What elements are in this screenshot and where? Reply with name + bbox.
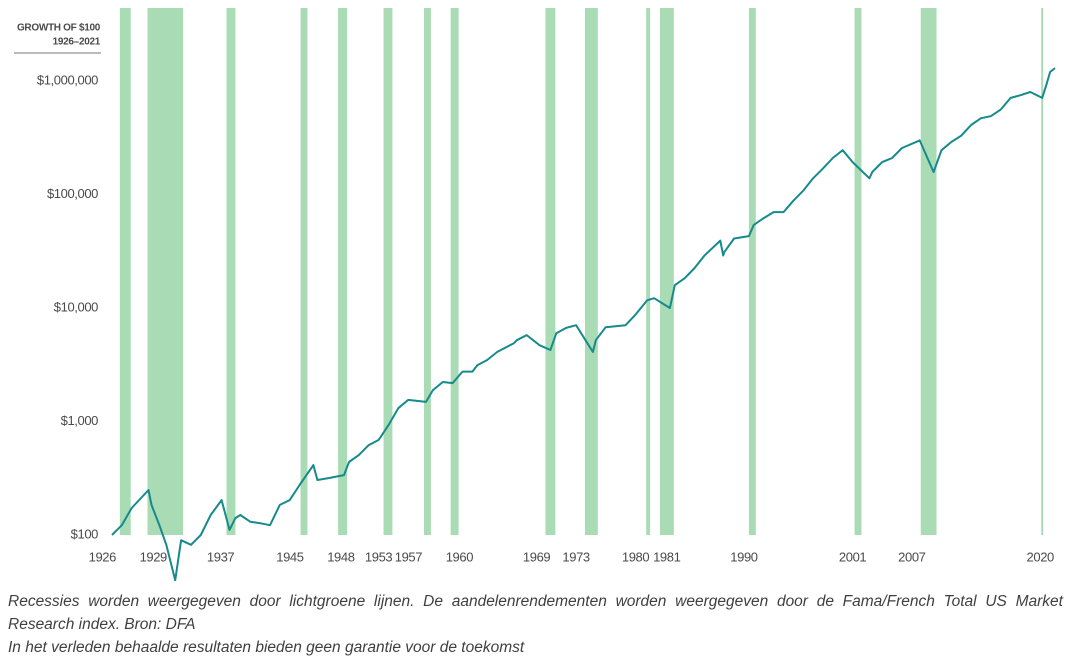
x-tick-label: 1960 (446, 549, 473, 564)
x-tick-label: 1969 (523, 549, 550, 564)
recession-band (119, 8, 131, 535)
caption: Recessies worden weergegeven door lichtg… (8, 593, 1063, 633)
recession-band (545, 8, 556, 535)
recession-band (584, 8, 598, 535)
x-tick-label: 1926 (89, 549, 116, 564)
recession-band (338, 8, 347, 535)
footnotes: Recessies worden weergegeven door lichtg… (8, 590, 1063, 659)
y-tick-label: $100,000 (47, 186, 98, 201)
recession-band (1041, 8, 1044, 535)
x-tick-label: 2007 (898, 549, 925, 564)
recession-band (646, 8, 651, 535)
recession-band (450, 8, 459, 535)
recession-band (854, 8, 862, 535)
chart-title: GROWTH OF $100 (17, 23, 101, 34)
y-tick-label: $1,000 (61, 413, 99, 428)
x-tick-label: 1937 (207, 549, 234, 564)
x-tick-label: 2001 (839, 549, 866, 564)
x-tick-label: 1948 (327, 549, 354, 564)
recession-band (147, 8, 184, 535)
growth-line (111, 67, 1056, 582)
x-tick-label: 1981 (653, 549, 680, 564)
x-tick-label: 1980 (622, 549, 649, 564)
x-tick-label: 1945 (276, 549, 303, 564)
x-tick-label: 1990 (730, 549, 757, 564)
recession-band (300, 8, 308, 535)
recession-band (748, 8, 756, 535)
y-tick-label: $100 (71, 526, 98, 541)
chart: GROWTH OF $100 1926–2021 $100 $1,000 $10,0… (14, 8, 1056, 582)
x-tick-label: 1929 (140, 549, 167, 564)
recession-band (226, 8, 236, 535)
x-tick-label: 2020 (1027, 549, 1054, 564)
recession-band (383, 8, 393, 535)
x-tick-label: 1953 (365, 549, 392, 564)
disclaimer: In het verleden behaalde resultaten bied… (8, 639, 525, 656)
y-tick-label: $1,000,000 (37, 72, 98, 87)
chart-subtitle: 1926–2021 (53, 37, 101, 48)
recession-band (660, 8, 674, 535)
recession-band (424, 8, 431, 535)
y-tick-label: $10,000 (54, 299, 98, 314)
x-tick-label: 1957 (395, 549, 422, 564)
recession-band (920, 8, 937, 535)
x-tick-label: 1973 (562, 549, 589, 564)
